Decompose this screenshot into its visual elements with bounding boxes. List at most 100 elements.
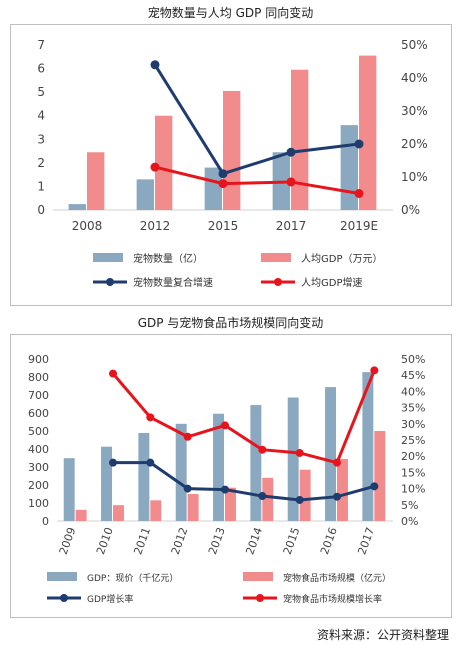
y-left-tick-label: 4: [37, 109, 45, 123]
line-point: [286, 147, 296, 157]
bar-series-a: [136, 179, 154, 210]
bar-series-a: [287, 397, 299, 521]
x-tick-label: 2015: [281, 526, 303, 557]
x-tick-label: 2010: [94, 526, 116, 557]
bar-series-a: [325, 387, 336, 521]
x-tick-label: 2012: [140, 219, 171, 233]
line-point: [333, 458, 341, 467]
y-left-tick-label: 500: [28, 425, 49, 438]
legend-swatch: [47, 572, 77, 581]
y-left-tick-label: 2: [37, 156, 45, 170]
line-series-d: [111, 369, 376, 465]
line-point: [258, 445, 267, 454]
x-tick-label: 2019E: [340, 219, 378, 233]
chart-1-panel: 0 1 2 3 4 5 6 7 0% 10% 20% 30% 40% 50% 2008 2012 2015 201…: [10, 24, 452, 306]
legend-label: 宠物食品市场规模增长率: [283, 593, 382, 605]
line-point: [295, 448, 304, 457]
y-right-tick-label: 45%: [401, 369, 425, 382]
y-left-tick-label: 400: [28, 443, 49, 456]
line-series-d: [154, 165, 360, 195]
line-point: [109, 458, 117, 467]
legend-label: GDP增长率: [87, 593, 133, 605]
y-left-tick-label: 7: [37, 38, 45, 52]
y-left-tick-label: 1: [37, 179, 45, 193]
y-right-tick-label: 5%: [401, 499, 418, 512]
y-left-tick-label: 0: [37, 203, 45, 217]
bar-series-a: [138, 432, 150, 521]
y-left-tick-label: 300: [28, 461, 49, 474]
line-point: [146, 413, 155, 422]
line-series-c: [153, 64, 360, 176]
y-right-tick-label: 50%: [401, 353, 425, 366]
bar-series-b: [223, 90, 241, 210]
y-left-tick-label: 600: [28, 407, 49, 420]
legend-swatch-dot: [274, 278, 282, 286]
bar-series-b: [187, 494, 199, 521]
line-series-c: [113, 461, 375, 502]
legend-label: 宠物数量复合增速: [133, 276, 213, 289]
y-left-tick-label: 900: [28, 353, 49, 366]
line-point: [258, 492, 267, 501]
bar-series-b: [359, 55, 377, 210]
line-point: [370, 482, 379, 491]
bar-series-b: [374, 431, 386, 521]
y-left-tick-label: 3: [37, 132, 45, 146]
bar-series-b: [150, 500, 162, 521]
y-left-tick-label: 100: [28, 497, 49, 510]
bar-series-a: [340, 125, 358, 210]
bar-series-b: [337, 458, 348, 521]
y-right-tick-label: 30%: [401, 418, 425, 431]
y-right-tick-label: 20%: [401, 137, 428, 151]
line-point: [333, 492, 341, 501]
y-right-tick-label: 20%: [401, 450, 425, 463]
y-right-tick-label: 10%: [401, 483, 425, 496]
chart-2-title: GDP 与宠物食品市场规模同向变动: [137, 316, 324, 330]
y-right-tick-label: 35%: [401, 402, 425, 415]
y-right-tick-label: 40%: [401, 385, 425, 398]
line-point: [354, 189, 364, 198]
x-tick-label: 2017: [276, 219, 307, 233]
x-tick-label: 2013: [206, 526, 228, 557]
legend-swatch: [261, 253, 291, 262]
chart-2-panel: 0 100 200 300 400 500 600 700 800 900 0% 5% 10% 15% 20…: [10, 334, 452, 618]
source-note: 资料来源：公开资料整理: [316, 628, 449, 642]
chart-2-svg: 0 100 200 300 400 500 600 700 800 900 0% 5% 10% 15% 20…: [28, 353, 425, 605]
legend-swatch-dot: [106, 278, 114, 286]
y-right-tick-label: 0%: [401, 515, 418, 528]
line-point: [150, 162, 160, 172]
y-right-tick-label: 0%: [401, 203, 420, 217]
y-right-tick-label: 10%: [401, 170, 428, 184]
line-point: [146, 458, 155, 467]
bar-series-b: [113, 505, 124, 521]
bar-series-b: [291, 69, 309, 210]
bar-series-b: [299, 469, 311, 521]
bar-series-a: [175, 423, 187, 521]
bar-series-a: [68, 204, 86, 210]
y-left-tick-label: 200: [28, 479, 49, 492]
line-point: [286, 177, 296, 187]
legend-label: 宠物数量（亿）: [133, 252, 203, 265]
y-left-tick-label: 700: [28, 389, 49, 402]
bar-series-b: [155, 115, 173, 210]
x-tick-label: 2011: [131, 526, 153, 557]
line-point: [218, 169, 228, 179]
bar-series-a: [101, 446, 112, 521]
bar-series-a: [362, 372, 374, 521]
bar-series-b: [225, 487, 236, 521]
line-point: [150, 60, 160, 70]
x-tick-label: 2012: [169, 526, 191, 557]
y-right-tick-label: 50%: [401, 38, 428, 52]
bar-series-a: [250, 405, 262, 521]
x-tick-label: 2008: [72, 219, 103, 233]
line-point: [221, 421, 229, 430]
line-point: [221, 485, 229, 494]
x-tick-label: 2014: [243, 526, 265, 557]
bar-series-b: [87, 152, 105, 210]
line-point: [183, 432, 192, 441]
y-right-tick-label: 25%: [401, 434, 425, 447]
legend-label: 宠物食品市场规模（亿元）: [283, 572, 391, 584]
y-left-tick-label: 5: [37, 85, 45, 99]
line-point: [370, 366, 379, 375]
y-right-tick-label: 40%: [401, 71, 428, 85]
line-point: [295, 495, 304, 504]
